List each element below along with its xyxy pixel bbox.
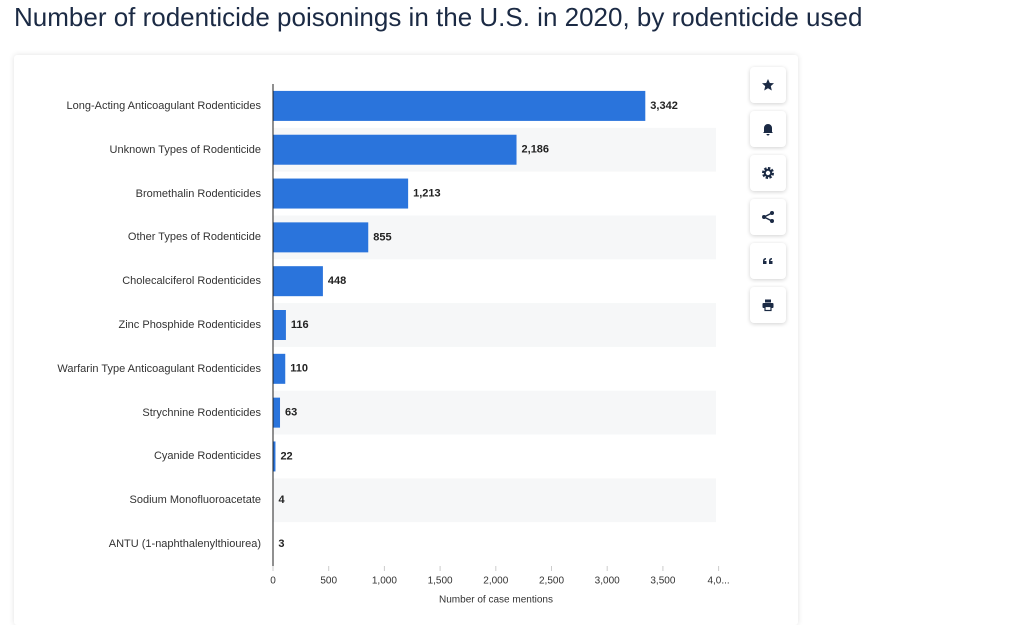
value-label: 116 (291, 319, 309, 331)
bar (273, 354, 285, 384)
x-tick-label: 500 (320, 576, 337, 587)
bar (273, 135, 517, 165)
settings-button[interactable] (750, 155, 786, 191)
row-stripe (273, 303, 716, 347)
notification-button[interactable] (750, 111, 786, 147)
x-axis-title: Number of case mentions (439, 595, 553, 606)
y-tick-label: Warfarin Type Anticoagulant Rodenticides (31, 362, 261, 376)
value-label: 2,186 (522, 144, 550, 156)
y-tick-label: Cholecalciferol Rodenticides (31, 274, 261, 288)
value-label: 1,213 (413, 187, 441, 199)
bell-icon (761, 122, 775, 136)
value-label: 63 (285, 407, 297, 419)
x-tick-label: 3,500 (650, 576, 675, 587)
y-tick-label: Cyanide Rodenticides (31, 449, 261, 463)
x-tick-label: 2,500 (539, 576, 564, 587)
favorite-button[interactable] (750, 67, 786, 103)
y-tick-label: Strychnine Rodenticides (31, 406, 261, 420)
y-tick-label: Long-Acting Anticoagulant Rodenticides (31, 99, 261, 113)
bar (273, 179, 408, 209)
row-stripe (273, 391, 716, 435)
value-label: 3,342 (650, 100, 678, 112)
value-label: 855 (373, 231, 391, 243)
bar (273, 222, 368, 252)
x-tick-label: 0 (270, 576, 276, 587)
y-tick-label: Unknown Types of Rodenticide (31, 143, 261, 157)
x-tick-label: 1,000 (372, 576, 397, 587)
bar (273, 398, 280, 428)
x-tick-label: 4,0... (707, 576, 729, 587)
y-tick-label: ANTU (1-naphthalenylthiourea) (31, 537, 261, 551)
x-tick-label: 1,500 (428, 576, 453, 587)
x-tick-label: 2,000 (483, 576, 508, 587)
value-label: 4 (278, 494, 285, 506)
y-tick-label: Sodium Monofluoroacetate (31, 493, 261, 507)
bar (273, 91, 645, 121)
print-icon (761, 298, 775, 312)
y-tick-label: Bromethalin Rodenticides (31, 187, 261, 201)
value-label: 3 (278, 538, 284, 550)
value-label: 448 (328, 275, 346, 287)
share-icon (761, 210, 775, 224)
y-tick-label: Other Types of Rodenticide (31, 230, 261, 244)
x-tick-label: 3,000 (595, 576, 620, 587)
share-button[interactable] (750, 199, 786, 235)
row-stripe (273, 478, 716, 522)
gear-icon (761, 166, 775, 180)
bar (273, 266, 323, 296)
y-tick-label: Zinc Phosphide Rodenticides (31, 318, 261, 332)
quote-icon (761, 254, 775, 268)
star-icon (761, 78, 775, 92)
bar (273, 310, 286, 340)
value-label: 22 (280, 450, 292, 462)
value-label: 110 (290, 363, 308, 375)
cite-button[interactable] (750, 243, 786, 279)
print-button[interactable] (750, 287, 786, 323)
